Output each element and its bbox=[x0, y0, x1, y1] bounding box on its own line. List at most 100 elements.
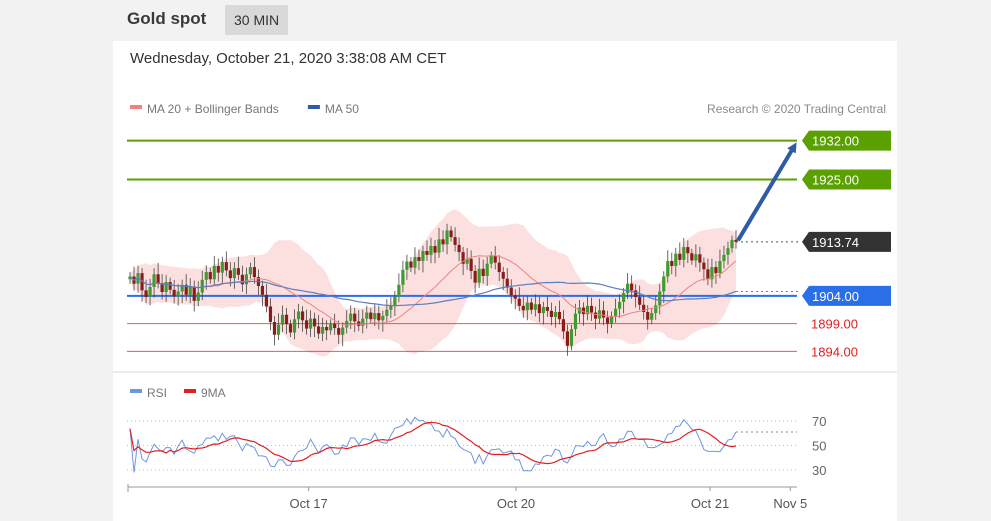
candle-body bbox=[200, 279, 204, 293]
candle-body bbox=[553, 311, 558, 317]
candle-body bbox=[686, 247, 690, 254]
candle-body bbox=[425, 250, 429, 255]
candle-body bbox=[385, 309, 389, 316]
candle-body bbox=[674, 253, 678, 266]
candle-body bbox=[325, 326, 329, 331]
candle-body bbox=[593, 312, 598, 319]
candle-body bbox=[662, 276, 666, 292]
candle-body bbox=[614, 308, 618, 316]
candle-body bbox=[180, 284, 184, 292]
candle-body bbox=[240, 274, 244, 285]
candle-body bbox=[497, 262, 501, 273]
candle-body bbox=[188, 286, 192, 295]
level-label: 1894.00 bbox=[811, 344, 858, 359]
candle-body bbox=[453, 237, 457, 245]
candle-body bbox=[393, 297, 397, 306]
candle-body bbox=[276, 324, 281, 335]
candle-body bbox=[461, 252, 465, 264]
candle-body bbox=[369, 312, 373, 320]
chart-datetime: Wednesday, October 21, 2020 3:38:08 AM C… bbox=[130, 50, 447, 67]
candle-body bbox=[304, 320, 309, 329]
rsi-ma-line bbox=[129, 421, 737, 465]
rsi-line bbox=[129, 416, 737, 473]
candle-body bbox=[280, 314, 285, 325]
legend-swatch bbox=[307, 105, 320, 109]
ma50-line bbox=[129, 276, 737, 307]
candle-body bbox=[690, 253, 694, 261]
candle-body bbox=[232, 268, 236, 279]
x-tick-label: Nov 5 bbox=[773, 496, 807, 511]
candle-body bbox=[730, 239, 734, 249]
candle-body bbox=[714, 267, 718, 274]
candle-body bbox=[252, 267, 257, 278]
candle-body bbox=[726, 248, 730, 255]
legend-swatch bbox=[130, 389, 142, 393]
candle-body bbox=[581, 307, 586, 315]
candle-body bbox=[589, 305, 594, 313]
candle-body bbox=[160, 283, 164, 293]
candle-body bbox=[192, 286, 196, 301]
candle-body bbox=[481, 268, 485, 276]
candle-body bbox=[493, 255, 497, 263]
rsi-tick-label: 30 bbox=[812, 463, 826, 478]
copyright-text: Research © 2020 Trading Central bbox=[707, 102, 886, 116]
candle-body bbox=[678, 253, 682, 260]
candle-body bbox=[433, 246, 437, 253]
level-label: 1932.00 bbox=[812, 134, 859, 149]
candle-body bbox=[397, 284, 401, 298]
legend-swatch bbox=[130, 105, 142, 109]
candle-body bbox=[292, 319, 297, 333]
x-tick-label: Oct 17 bbox=[289, 496, 327, 511]
candle-body bbox=[710, 267, 714, 280]
current-price-label: 1913.74 bbox=[812, 235, 859, 250]
candle-body bbox=[144, 290, 148, 298]
timeframe-badge[interactable]: 30 MIN bbox=[225, 5, 289, 35]
candle-body bbox=[509, 287, 513, 296]
rsi-tick-label: 50 bbox=[812, 439, 826, 454]
candle-body bbox=[236, 268, 240, 275]
candle-body bbox=[164, 282, 168, 293]
candle-body bbox=[353, 313, 357, 322]
level-label: 1904.00 bbox=[812, 289, 859, 304]
level-label: 1899.00 bbox=[811, 317, 858, 332]
candle-body bbox=[545, 307, 549, 311]
candle-body bbox=[341, 327, 345, 335]
candle-body bbox=[389, 305, 393, 310]
header: Gold spot 30 MIN bbox=[113, 0, 897, 41]
candle-body bbox=[196, 292, 200, 301]
legend-label: RSI bbox=[147, 386, 167, 400]
candle-body bbox=[734, 239, 738, 242]
candle-body bbox=[176, 291, 180, 297]
candle-body bbox=[605, 317, 610, 324]
candle-body bbox=[525, 302, 529, 311]
candle-body bbox=[401, 269, 405, 285]
legend-swatch bbox=[184, 389, 196, 393]
candle-body bbox=[321, 326, 325, 334]
candle-body bbox=[429, 246, 433, 255]
candle-body bbox=[268, 306, 273, 322]
candle-body bbox=[308, 318, 313, 329]
candle-body bbox=[224, 262, 228, 271]
candle-body bbox=[152, 274, 156, 288]
legend-label: 9MA bbox=[201, 386, 226, 400]
candle-body bbox=[529, 302, 533, 310]
legend-label: MA 20 + Bollinger Bands bbox=[147, 102, 279, 116]
candle-body bbox=[409, 261, 413, 268]
candle-body bbox=[585, 305, 590, 315]
candle-body bbox=[329, 323, 333, 331]
candle-body bbox=[377, 313, 381, 321]
candle-body bbox=[505, 278, 509, 288]
candle-body bbox=[465, 258, 469, 264]
rsi-panel: RSI 9MA 70 50 30 Oct 17 Oct 20 Oct 21 Nov 5 bbox=[127, 386, 826, 511]
candle-body bbox=[658, 291, 662, 306]
candle-body bbox=[288, 324, 293, 333]
candle-body bbox=[537, 304, 541, 314]
candle-body bbox=[654, 305, 658, 314]
candle-body bbox=[702, 262, 706, 270]
candle-body bbox=[437, 239, 441, 253]
candle-body bbox=[694, 254, 698, 261]
candle-body bbox=[405, 261, 409, 270]
candle-body bbox=[345, 320, 349, 328]
candle-body bbox=[541, 307, 545, 314]
